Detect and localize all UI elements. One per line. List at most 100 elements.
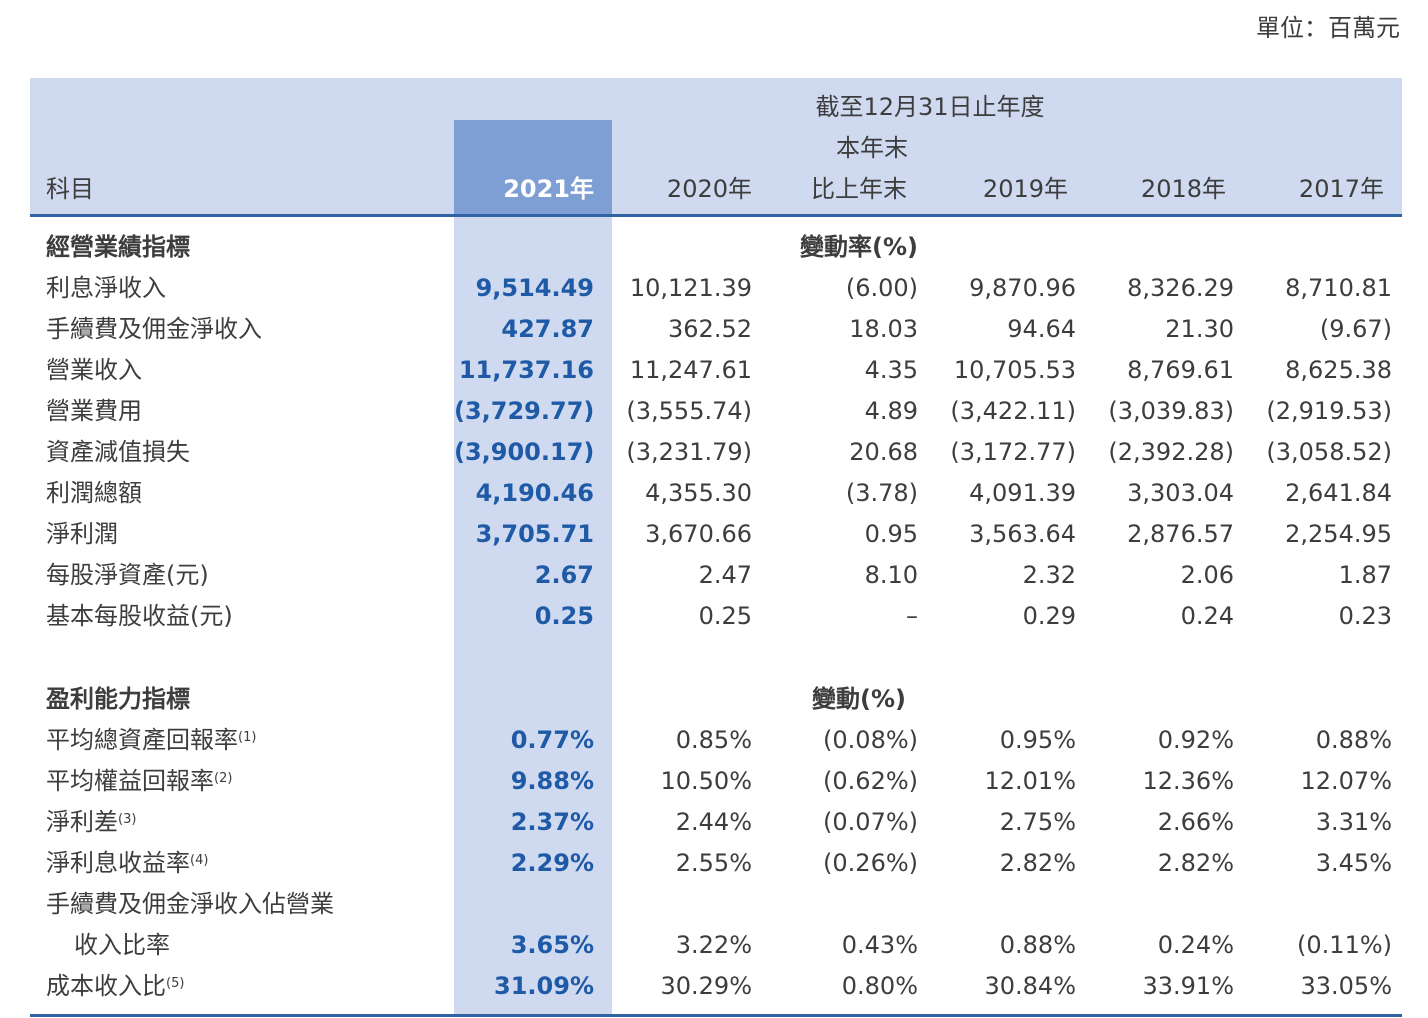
cell-2017: 2,641.84 [1285,479,1392,507]
cell-2020: 11,247.61 [629,356,752,384]
cell-2019: 12.01% [984,767,1076,795]
section-title-profitability: 盈利能力指標 [46,685,190,713]
cell-change: (0.62%) [823,767,918,795]
cell-2017: 8,710.81 [1285,274,1392,302]
cell-2021: 9,514.49 [475,274,594,302]
section-change-label-operating: 變動率(%) [800,233,918,261]
row-label-text: 利息淨收入 [46,274,166,302]
row-label-text: 手續費及佣金淨收入 [46,315,262,343]
period-label: 截至12月31日止年度 [815,93,1045,121]
cell-2020: (3,555.74) [626,397,752,425]
row-label-text: 營業收入 [46,356,142,384]
cell-2020: 3.22% [675,931,752,959]
cell-change: 4.89 [864,397,918,425]
year-2020-header: 2020年 [666,175,752,203]
cell-2020: 2.55% [675,849,752,877]
cell-2017: (9.67) [1319,315,1392,343]
cell-2019: 0.29 [1022,602,1076,630]
row-label-text: 平均權益回報率 [46,767,214,795]
cell-2018: 33.91% [1142,972,1234,1000]
cell-2018: 2.82% [1157,849,1234,877]
cell-2018: 12.36% [1142,767,1234,795]
footnote-marker: (4) [190,853,209,868]
cell-2019: 94.64 [1007,315,1076,343]
cell-2017: 1.87 [1338,561,1392,589]
cell-2021: (3,900.17) [454,438,595,466]
cell-change: (0.07%) [823,808,918,836]
cell-2021: 427.87 [501,315,594,343]
section-change-label-profitability: 變動(%) [812,685,906,713]
cell-2021: (3,729.77) [454,397,595,425]
cell-2019: 30.84% [984,972,1076,1000]
cell-2019: 0.88% [999,931,1076,959]
cell-2019: 9,870.96 [969,274,1076,302]
cell-change: (3.78) [845,479,918,507]
cell-2020: 30.29% [660,972,752,1000]
cell-2017: 8,625.38 [1285,356,1392,384]
cell-change: (0.08%) [823,726,918,754]
cell-2018: (2,392.28) [1108,438,1234,466]
cell-2020: 0.25 [698,602,752,630]
cell-2018: 0.24% [1157,931,1234,959]
cell-2021: 31.09% [494,972,594,1000]
cell-change: 18.03 [849,315,918,343]
row-label: 營業收入 [46,355,142,385]
cell-2020: 4,355.30 [645,479,752,507]
cell-change: 0.80% [841,972,918,1000]
cell-change: 0.43% [841,931,918,959]
row-label-text: 淨利差 [46,808,118,836]
cell-2020: 2.47 [698,561,752,589]
cell-2021: 3,705.71 [475,520,594,548]
row-label: 利息淨收入 [46,273,166,303]
row-label: 基本每股收益(元) [46,601,233,631]
cell-2017: (2,919.53) [1266,397,1392,425]
cell-2018: 8,769.61 [1127,356,1234,384]
row-label-text: 利潤總額 [46,479,142,507]
cell-2020: 0.85% [675,726,752,754]
cell-2019: 0.95% [999,726,1076,754]
row-label-line2: 收入比率 [74,931,170,959]
footnote-marker: (1) [238,730,257,745]
table-bottom-divider [30,1014,1402,1017]
cell-2017: (0.11%) [1297,931,1392,959]
cell-change: – [906,602,918,630]
cell-2019: 3,563.64 [969,520,1076,548]
year-2021-header: 2021年 [503,175,594,203]
row-label: 利潤總額 [46,478,142,508]
cell-2018: 3,303.04 [1127,479,1234,507]
row-label: 成本收入比(5) [46,971,184,1001]
cell-2021: 9.88% [510,767,594,795]
unit-label: 單位：百萬元 [1256,14,1400,42]
cell-2017: 3.31% [1315,808,1392,836]
cell-2021: 2.29% [510,849,594,877]
cell-2019: 2.32 [1022,561,1076,589]
row-label: 平均權益回報率(2) [46,766,232,796]
row-label-text: 營業費用 [46,397,142,425]
highlight-column-header [454,120,612,216]
cell-2020: (3,231.79) [626,438,752,466]
footnote-marker: (5) [166,976,185,991]
row-label-text: 每股淨資產(元) [46,561,209,589]
section-title-operating: 經營業績指標 [46,233,190,261]
cell-change: 8.10 [864,561,918,589]
cell-2020: 362.52 [668,315,752,343]
row-label-text: 成本收入比 [46,972,166,1000]
cell-2021: 11,737.16 [458,356,594,384]
cell-change: (6.00) [845,274,918,302]
cell-change: 0.95 [864,520,918,548]
cell-2019: 4,091.39 [969,479,1076,507]
cell-2021: 2.67 [534,561,594,589]
cell-2021: 4,190.46 [475,479,594,507]
cell-2017: 0.23 [1338,602,1392,630]
cell-2018: 2,876.57 [1127,520,1234,548]
cell-2021: 0.77% [510,726,594,754]
highlight-column-body [454,217,612,1014]
cell-2021: 2.37% [510,808,594,836]
cell-change: 20.68 [849,438,918,466]
year-2017-header: 2017年 [1298,175,1384,203]
row-label-text: 手續費及佣金淨收入佔營業 [46,890,334,918]
cell-2017: 33.05% [1300,972,1392,1000]
cell-2018: 2.66% [1157,808,1234,836]
year-2019-header: 2019年 [982,175,1068,203]
row-label: 營業費用 [46,396,142,426]
